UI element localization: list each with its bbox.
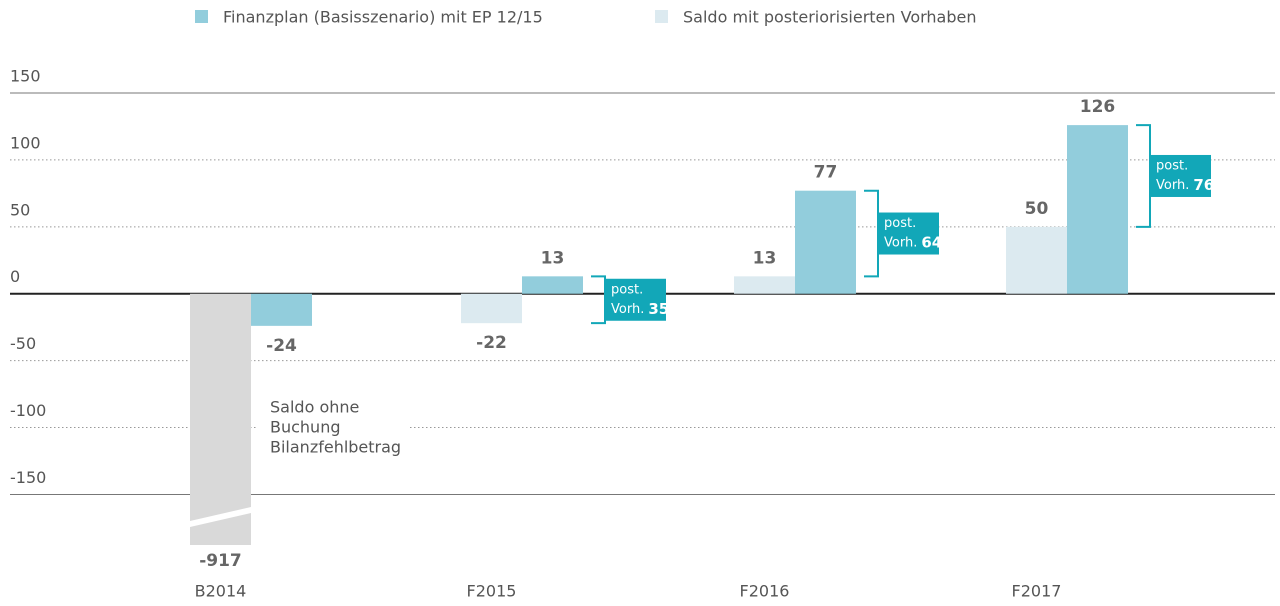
legend-label: Finanzplan (Basisszenario) mit EP 12/15	[223, 8, 543, 27]
bracket	[591, 275, 606, 325]
bar	[461, 293, 522, 324]
value-label: -24	[266, 336, 297, 356]
x-tick-label: B2014	[195, 582, 247, 601]
bracket-value: 35	[648, 299, 669, 317]
x-tick-label: F2016	[740, 582, 790, 601]
value-label: 50	[1025, 199, 1049, 219]
value-label: 13	[753, 248, 777, 268]
bar	[734, 276, 795, 294]
legend-swatch	[655, 10, 668, 23]
bracket-box-bg	[605, 278, 666, 321]
bracket-box-bg	[878, 212, 939, 255]
x-tick-label: F2015	[467, 582, 517, 601]
bracket-label: Vorh. 76	[1156, 175, 1214, 193]
bar	[251, 293, 312, 326]
value-label: 77	[814, 163, 838, 183]
bracket-value: 64	[921, 233, 942, 251]
y-tick-label: 0	[10, 267, 20, 286]
value-label: 126	[1080, 97, 1116, 117]
bar	[1067, 125, 1128, 294]
annotation: Buchung	[270, 418, 341, 437]
bracket-label: Vorh.	[884, 235, 917, 250]
y-tick-label: -50	[10, 334, 36, 353]
legend-label: Saldo mit posteriorisierten Vorhaben	[683, 8, 976, 27]
bracket-box-bg	[1150, 154, 1211, 197]
bar	[795, 190, 856, 294]
bracket-box: post. Vorh. 35	[605, 278, 669, 321]
bracket	[1136, 124, 1151, 228]
bracket-box: post. Vorh. 76	[1150, 154, 1214, 197]
legend-swatch	[195, 10, 208, 23]
y-tick-label: -100	[10, 401, 46, 420]
y-tick-label: -150	[10, 468, 46, 487]
y-tick-label: 100	[10, 133, 41, 152]
y-tick-label: 50	[10, 200, 30, 219]
annotation-bg	[258, 397, 410, 456]
bracket-label: post.	[884, 216, 916, 231]
bracket	[864, 189, 879, 278]
x-tick-label: F2017	[1012, 582, 1062, 601]
bracket-label: post.	[1156, 158, 1188, 173]
bracket-label: Vorh.	[1156, 177, 1189, 192]
value-label: -22	[476, 333, 507, 353]
bracket-value: 76	[1193, 175, 1214, 193]
bar	[1006, 226, 1067, 294]
annotation: Bilanzfehlbetrag	[270, 438, 401, 457]
bracket-label: Vorh. 64	[884, 233, 942, 251]
annotation: Saldo ohne	[270, 398, 359, 417]
bracket-box: post. Vorh. 64	[878, 212, 942, 255]
bar	[190, 293, 251, 545]
value-label: -917	[199, 551, 242, 571]
value-label: 13	[541, 248, 565, 268]
bracket-label: Vorh.	[611, 301, 644, 316]
bar	[522, 276, 583, 294]
bracket-label: Vorh. 35	[611, 299, 669, 317]
y-tick-label: 150	[10, 67, 41, 86]
bracket-label: post.	[611, 282, 643, 297]
